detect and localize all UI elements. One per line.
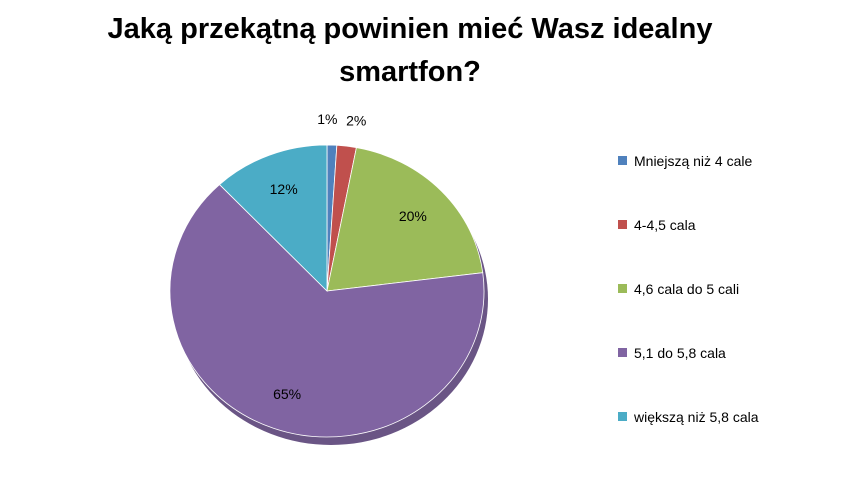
slice-label: 65%: [273, 386, 301, 402]
slice-label: 1%: [317, 111, 337, 127]
legend-item: większą niż 5,8 cala: [618, 406, 759, 427]
legend-item: 4,6 cala do 5 cali: [618, 278, 759, 299]
legend-label: 4,6 cala do 5 cali: [634, 280, 740, 297]
legend-item: Mniejszą niż 4 cale: [618, 150, 759, 171]
pie-slice: [169, 184, 485, 438]
slice-label: 20%: [399, 208, 427, 224]
legend-item: 5,1 do 5,8 cala: [618, 342, 759, 363]
pie-slice: [218, 144, 328, 292]
pie-slice: [326, 147, 484, 292]
legend-swatch: [618, 284, 627, 293]
legend: Mniejszą niż 4 cale 4-4,5 cala 4,6 cala …: [618, 150, 759, 470]
slice-label: 2%: [346, 112, 366, 128]
slice-label: 12%: [270, 181, 298, 197]
legend-label: 4-4,5 cala: [634, 216, 696, 233]
legend-label: Mniejszą niż 4 cale: [634, 152, 753, 169]
legend-label: 5,1 do 5,8 cala: [634, 344, 726, 361]
legend-swatch: [618, 348, 627, 357]
legend-label: większą niż 5,8 cala: [634, 408, 759, 425]
legend-swatch: [618, 412, 627, 421]
chart-title: Jaką przekątną powinien mieć Wasz idealn…: [107, 13, 713, 88]
legend-item: 4-4,5 cala: [618, 214, 759, 235]
legend-swatch: [618, 220, 627, 229]
legend-swatch: [618, 156, 627, 165]
